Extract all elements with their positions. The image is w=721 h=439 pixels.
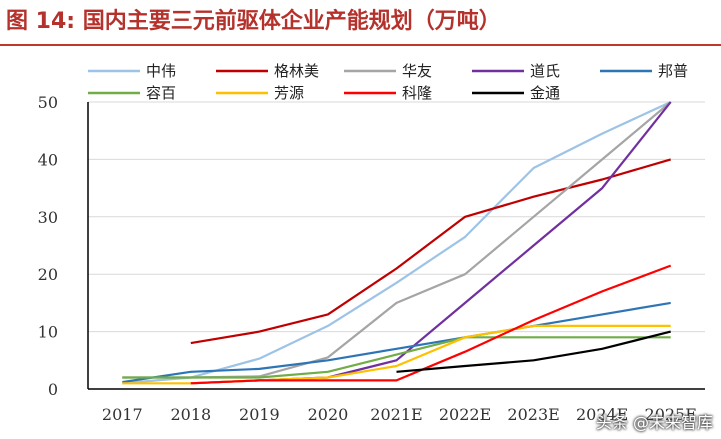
y-tick-label: 50 bbox=[38, 93, 58, 112]
y-tick-label: 10 bbox=[38, 323, 58, 342]
legend-label: 中伟 bbox=[146, 62, 176, 80]
chart-title: 图 14: 国内主要三元前驱体企业产能规划（万吨） bbox=[6, 9, 501, 34]
legend-label: 科隆 bbox=[402, 84, 432, 102]
x-tick-label: 2022E bbox=[439, 405, 491, 424]
x-tick-label: 2023E bbox=[507, 405, 559, 424]
y-tick-label: 30 bbox=[38, 208, 58, 227]
title-divider bbox=[0, 44, 721, 46]
legend-label: 华友 bbox=[402, 62, 432, 80]
watermark: 头条 @未来智库 bbox=[595, 413, 713, 432]
grid bbox=[88, 101, 705, 333]
y-tick-label: 20 bbox=[38, 265, 58, 284]
legend-label: 格林美 bbox=[274, 62, 319, 80]
series-line bbox=[396, 330, 671, 373]
series-line bbox=[122, 101, 672, 379]
series-line bbox=[190, 158, 672, 345]
legend-label: 邦普 bbox=[658, 62, 688, 80]
axes: 0 10 20 30 40 50 2017 2018 2019 2020 2021E 2022E 202… bbox=[38, 93, 705, 424]
y-tick-label: 0 bbox=[48, 380, 58, 399]
x-tick-label: 2021E bbox=[370, 405, 422, 424]
x-tick-label: 2017 bbox=[102, 405, 143, 424]
series-line bbox=[122, 336, 671, 379]
y-tick-label: 40 bbox=[38, 150, 58, 169]
x-tick-label: 2018 bbox=[170, 405, 211, 424]
legend-label: 容百 bbox=[146, 84, 176, 102]
series-line bbox=[190, 264, 672, 385]
x-tick-label: 2019 bbox=[239, 405, 280, 424]
x-tick-label: 2024E bbox=[576, 405, 628, 424]
series-line bbox=[122, 301, 671, 384]
legend-label: 芳源 bbox=[274, 84, 304, 102]
legend-label: 道氏 bbox=[530, 62, 560, 80]
x-tick-label: 2020 bbox=[308, 405, 349, 424]
legend-label: 金通 bbox=[530, 84, 560, 102]
x-tick-label: 2025E bbox=[645, 405, 697, 424]
series-lines bbox=[122, 101, 672, 385]
